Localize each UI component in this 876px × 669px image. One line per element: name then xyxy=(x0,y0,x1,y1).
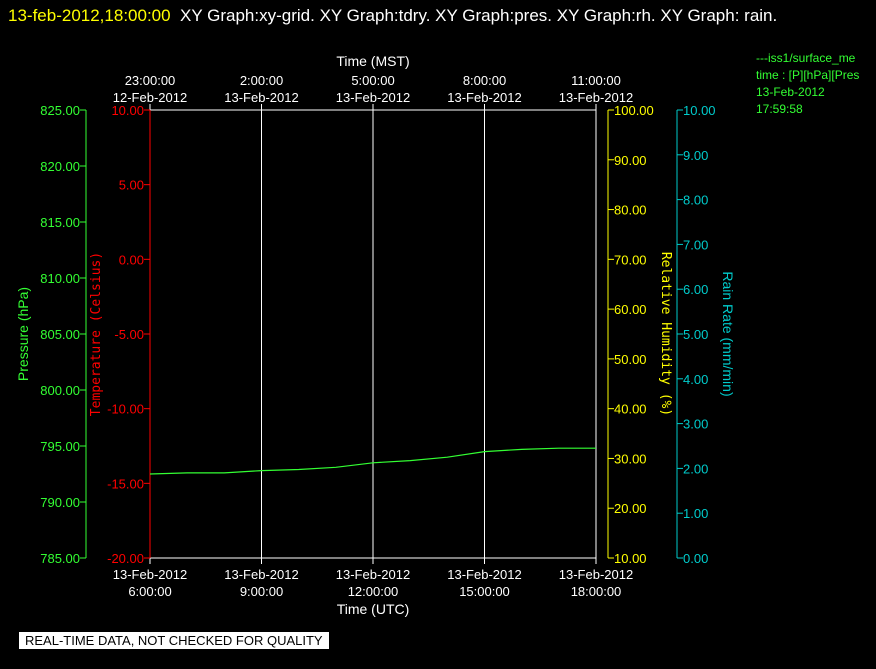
x-tick-label-top-date: 13-Feb-2012 xyxy=(336,90,410,105)
rain-tick-label: 1.00 xyxy=(683,506,708,521)
pressure-tick-label: 815.00 xyxy=(40,215,80,230)
quality-notice: REAL-TIME DATA, NOT CHECKED FOR QUALITY xyxy=(19,632,329,649)
humidity-tick-label: 40.00 xyxy=(614,402,647,417)
humidity-tick-label: 80.00 xyxy=(614,203,647,218)
humidity-tick-label: 50.00 xyxy=(614,352,647,367)
legend-line: time : [P][hPa][Pres xyxy=(756,68,860,82)
rain-axis-label: Rain Rate (mm/min) xyxy=(720,271,736,396)
humidity-tick-label: 10.00 xyxy=(614,551,647,566)
x-tick-label-bottom-date: 13-Feb-2012 xyxy=(336,567,410,582)
x-tick-label-top-time: 11:00:00 xyxy=(571,73,621,88)
pressure-axis-label: Pressure (hPa) xyxy=(15,287,31,381)
x-tick-label-top-date: 12-Feb-2012 xyxy=(113,90,187,105)
pressure-tick-label: 820.00 xyxy=(40,159,80,174)
rain-tick-label: 8.00 xyxy=(683,193,708,208)
rain-tick-label: 7.00 xyxy=(683,237,708,252)
x-tick-label-bottom-time: 6:00:00 xyxy=(128,584,171,599)
x-tick-label-top-time: 5:00:00 xyxy=(351,73,394,88)
rain-tick-label: 4.00 xyxy=(683,372,708,387)
x-tick-label-bottom-time: 18:00:00 xyxy=(571,584,622,599)
rain-tick-label: 2.00 xyxy=(683,461,708,476)
pressure-tick-label: 805.00 xyxy=(40,327,80,342)
legend: ---iss1/surface_me time : [P][hPa][Pres … xyxy=(756,50,876,122)
temperature-tick-label: -10.00 xyxy=(107,402,144,417)
timestamp: 13-feb-2012,18:00:00 xyxy=(8,6,171,25)
humidity-tick-label: 100.00 xyxy=(614,103,654,118)
legend-line: 17:59:58 xyxy=(756,102,803,116)
rain-tick-label: 9.00 xyxy=(683,148,708,163)
x-tick-label-top-date: 13-Feb-2012 xyxy=(559,90,633,105)
humidity-tick-label: 90.00 xyxy=(614,153,647,168)
x-tick-label-top-date: 13-Feb-2012 xyxy=(447,90,521,105)
temperature-axis-label: Temperature (Celsius) xyxy=(89,252,104,416)
pressure-tick-label: 790.00 xyxy=(40,495,80,510)
x-axis-label-bottom: Time (UTC) xyxy=(337,601,410,617)
pressure-tick-label: 795.00 xyxy=(40,439,80,454)
graph-list: XY Graph:xy-grid. XY Graph:tdry. XY Grap… xyxy=(180,6,778,25)
temperature-tick-label: -20.00 xyxy=(107,551,144,566)
temperature-tick-label: 5.00 xyxy=(119,178,144,193)
x-tick-label-top-date: 13-Feb-2012 xyxy=(224,90,298,105)
pressure-tick-label: 810.00 xyxy=(40,271,80,286)
x-tick-label-bottom-date: 13-Feb-2012 xyxy=(113,567,187,582)
legend-line: ---iss1/surface_me xyxy=(756,51,856,65)
humidity-tick-label: 60.00 xyxy=(614,302,647,317)
rain-tick-label: 3.00 xyxy=(683,417,708,432)
rain-tick-label: 5.00 xyxy=(683,327,708,342)
legend-line: 13-Feb-2012 xyxy=(756,85,825,99)
rain-tick-label: 0.00 xyxy=(683,551,708,566)
x-tick-label-bottom-time: 12:00:00 xyxy=(348,584,399,599)
graph-title: 13-feb-2012,18:00:00 XY Graph:xy-grid. X… xyxy=(8,2,858,30)
humidity-tick-label: 20.00 xyxy=(614,501,647,516)
humidity-tick-label: 30.00 xyxy=(614,451,647,466)
pressure-tick-label: 825.00 xyxy=(40,103,80,118)
x-tick-label-bottom-date: 13-Feb-2012 xyxy=(447,567,521,582)
temperature-tick-label: 0.00 xyxy=(119,252,144,267)
rain-tick-label: 10.00 xyxy=(683,103,716,118)
humidity-tick-label: 70.00 xyxy=(614,252,647,267)
x-tick-label-top-time: 2:00:00 xyxy=(240,73,283,88)
temperature-tick-label: -15.00 xyxy=(107,476,144,491)
pressure-tick-label: 785.00 xyxy=(40,551,80,566)
temperature-tick-label: 10.00 xyxy=(111,103,144,118)
rain-tick-label: 6.00 xyxy=(683,282,708,297)
x-axis-label-top: Time (MST) xyxy=(336,53,409,69)
pressure-tick-label: 800.00 xyxy=(40,383,80,398)
temperature-tick-label: -5.00 xyxy=(114,327,144,342)
x-tick-label-top-time: 23:00:00 xyxy=(125,73,176,88)
x-tick-label-bottom-date: 13-Feb-2012 xyxy=(559,567,633,582)
x-tick-label-bottom-time: 15:00:00 xyxy=(459,584,510,599)
pressure-series-line xyxy=(149,447,596,475)
x-tick-label-top-time: 8:00:00 xyxy=(463,73,506,88)
x-tick-label-bottom-time: 9:00:00 xyxy=(240,584,283,599)
humidity-axis-label: Relative Humidity (%) xyxy=(658,252,673,416)
x-tick-label-bottom-date: 13-Feb-2012 xyxy=(224,567,298,582)
